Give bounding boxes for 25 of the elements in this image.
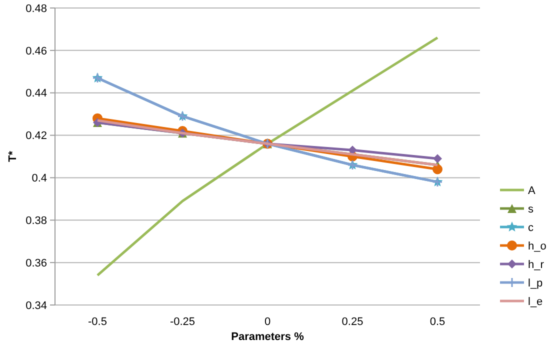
x-tick-label: 0 xyxy=(264,316,271,328)
y-tick-label: 0.4 xyxy=(32,172,47,185)
y-tick-label: 0.46 xyxy=(26,45,47,58)
y-axis-title: T* xyxy=(7,150,19,162)
x-tick-label: 0.25 xyxy=(342,316,364,328)
point xyxy=(432,164,442,174)
legend-label: h_o xyxy=(528,240,546,252)
y-tick-label: 0.38 xyxy=(26,214,47,227)
legend-label: l_p xyxy=(528,277,543,290)
legend-label: c xyxy=(528,222,534,234)
y-tick-label: 0.42 xyxy=(26,130,47,142)
y-tick-label: 0.44 xyxy=(26,88,47,100)
legend-label: A xyxy=(528,184,536,197)
x-tick-label: -0.5 xyxy=(88,316,107,328)
point xyxy=(433,154,442,164)
line-series xyxy=(96,36,439,277)
y-tick-label: 0.36 xyxy=(26,257,47,270)
x-axis-title: Parameters % xyxy=(231,331,304,343)
x-tick-label: -0.25 xyxy=(170,316,196,328)
legend-label: l_e xyxy=(528,296,543,308)
y-tick-label: 0.48 xyxy=(26,2,47,15)
legend-label: s xyxy=(528,203,534,216)
x-tick-label: 0.5 xyxy=(430,316,446,328)
y-tick-label: 0.34 xyxy=(26,300,47,312)
legend-label: h_r xyxy=(528,258,544,271)
